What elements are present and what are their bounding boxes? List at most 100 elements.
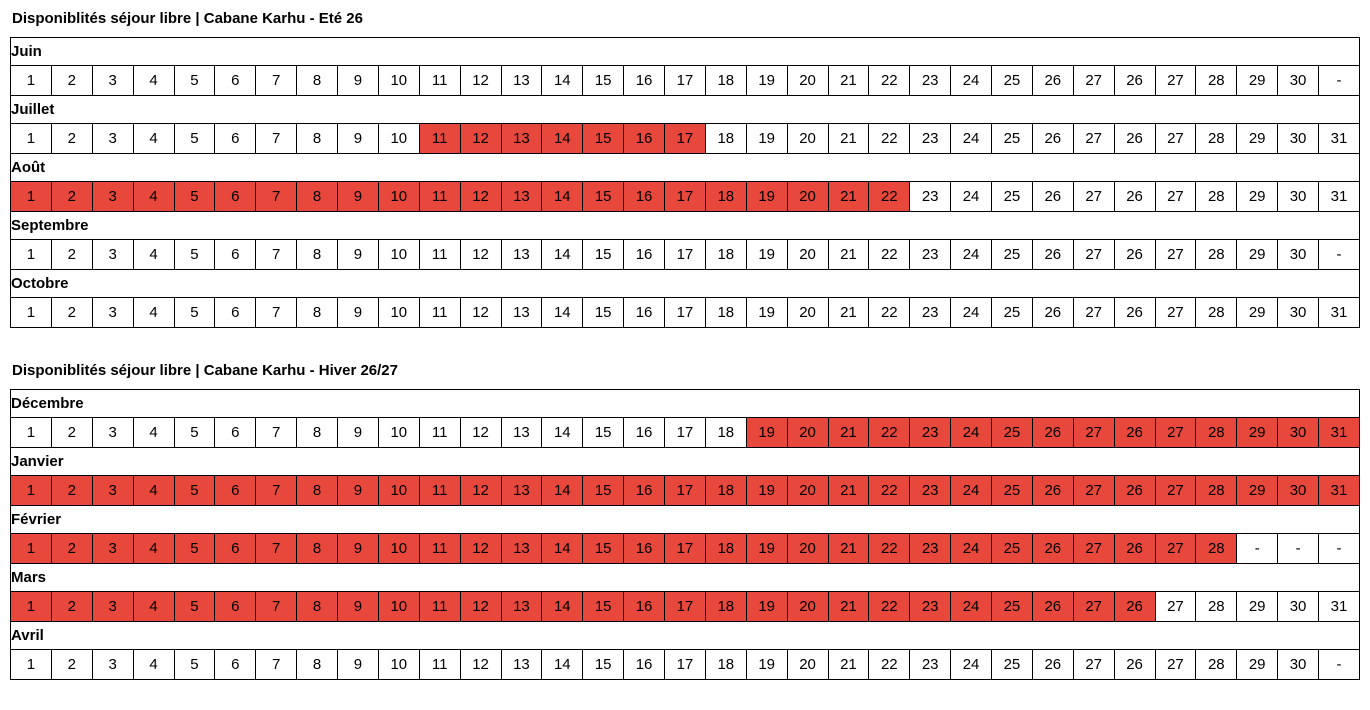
day-cell: 26 — [1113, 239, 1156, 270]
day-cell-booked: 27 — [1072, 533, 1115, 564]
day-cell: 5 — [173, 239, 216, 270]
day-cell: 29 — [1236, 591, 1279, 622]
day-cell: 28 — [1195, 649, 1238, 680]
day-cell: 31 — [1318, 591, 1360, 622]
month-label-row: Septembre — [10, 211, 1360, 240]
day-cell: 22 — [868, 649, 911, 680]
day-cell: 26 — [1031, 123, 1074, 154]
month-label: Septembre — [10, 211, 1360, 240]
day-cell: 6 — [214, 239, 257, 270]
day-cell-booked: 11 — [418, 533, 461, 564]
availability-section-winter: Disponiblités séjour libre | Cabane Karh… — [10, 361, 1360, 680]
day-cell-booked: 16 — [623, 123, 665, 154]
day-cell-booked: 24 — [950, 475, 992, 506]
day-cell-booked: 12 — [459, 475, 502, 506]
day-cell: 18 — [704, 65, 747, 96]
day-cell-booked: 24 — [950, 533, 992, 564]
day-cell-booked: 29 — [1236, 417, 1279, 448]
day-cell-booked: 30 — [1277, 475, 1319, 506]
month-days-row: 1 2 3 4 5 6 7 8 9 10 11 12 13 14 15 16 17 18 19 20 21 22 23 24 2… — [10, 475, 1360, 506]
day-cell-booked: 22 — [868, 181, 911, 212]
day-cell: 20 — [786, 297, 829, 328]
month-label-row: Février — [10, 505, 1360, 534]
day-cell-booked: 26 — [1113, 475, 1156, 506]
day-cell: 23 — [909, 123, 952, 154]
day-cell: 3 — [91, 123, 134, 154]
day-cell-booked: 13 — [500, 181, 543, 212]
day-cell: 9 — [337, 123, 379, 154]
day-cell-booked: 1 — [10, 181, 52, 212]
day-cell-booked: 20 — [786, 181, 829, 212]
day-cell: 27 — [1154, 123, 1197, 154]
day-cell: 26 — [1031, 65, 1074, 96]
table-title-summer: Disponiblités séjour libre | Cabane Karh… — [12, 10, 363, 27]
day-cell: 24 — [950, 649, 992, 680]
day-cell: 23 — [909, 649, 952, 680]
day-cell-booked: 15 — [582, 533, 625, 564]
day-cell: 29 — [1236, 181, 1279, 212]
day-cell-booked: 21 — [827, 591, 870, 622]
day-cell: 6 — [214, 417, 257, 448]
day-cell-booked: 2 — [50, 475, 93, 506]
day-cell: 4 — [132, 239, 175, 270]
day-cell: 1 — [10, 123, 52, 154]
day-cell: 27 — [1154, 297, 1197, 328]
day-cell: 10 — [377, 649, 420, 680]
day-cell-booked: 7 — [255, 533, 298, 564]
day-cell: 15 — [582, 65, 625, 96]
day-cell: - — [1318, 239, 1360, 270]
day-cell: 12 — [459, 297, 502, 328]
day-cell-booked: 28 — [1195, 475, 1238, 506]
day-cell: 14 — [541, 297, 584, 328]
day-cell: 17 — [664, 297, 706, 328]
day-cell-booked: 13 — [500, 123, 543, 154]
day-cell: 2 — [50, 65, 93, 96]
day-cell: 21 — [827, 65, 870, 96]
day-cell-booked: 12 — [459, 181, 502, 212]
day-cell-booked: 17 — [664, 533, 706, 564]
day-cell: 14 — [541, 417, 584, 448]
day-cell: 27 — [1154, 591, 1197, 622]
month-label: Janvier — [10, 447, 1360, 476]
day-cell: 27 — [1154, 65, 1197, 96]
month-label-row: Décembre — [10, 389, 1360, 418]
day-cell-booked: 14 — [541, 475, 584, 506]
day-cell: 17 — [664, 417, 706, 448]
day-cell-booked: 25 — [991, 417, 1033, 448]
day-cell: 17 — [664, 239, 706, 270]
day-cell-booked: 19 — [745, 533, 788, 564]
day-cell-booked: 20 — [786, 533, 829, 564]
day-cell-booked: 1 — [10, 475, 52, 506]
day-cell-booked: 2 — [50, 591, 93, 622]
day-cell-booked: 28 — [1195, 417, 1238, 448]
day-cell-booked: 21 — [827, 533, 870, 564]
day-cell-booked: 17 — [664, 123, 706, 154]
day-cell: 21 — [827, 239, 870, 270]
month-label: Octobre — [10, 269, 1360, 298]
day-cell: 28 — [1195, 181, 1238, 212]
day-cell: 3 — [91, 239, 134, 270]
day-cell: 29 — [1236, 297, 1279, 328]
day-cell: 19 — [745, 297, 788, 328]
day-cell: 28 — [1195, 65, 1238, 96]
day-cell: 21 — [827, 123, 870, 154]
day-cell-booked: 23 — [909, 417, 952, 448]
month-label-row: Avril — [10, 621, 1360, 650]
day-cell: 11 — [418, 239, 461, 270]
day-cell-booked: 6 — [214, 591, 257, 622]
day-cell-booked: 14 — [541, 533, 584, 564]
month-label-row: Janvier — [10, 447, 1360, 476]
day-cell: 4 — [132, 417, 175, 448]
day-cell-booked: 9 — [337, 533, 379, 564]
day-cell: 15 — [582, 417, 625, 448]
day-cell: 3 — [91, 649, 134, 680]
day-cell: 11 — [418, 649, 461, 680]
day-cell: 16 — [623, 649, 665, 680]
day-cell: 2 — [50, 297, 93, 328]
day-cell: 24 — [950, 65, 992, 96]
day-cell: 31 — [1318, 123, 1360, 154]
day-cell: 4 — [132, 123, 175, 154]
day-cell: 7 — [255, 297, 298, 328]
day-cell: 9 — [337, 65, 379, 96]
day-cell-booked: 12 — [459, 533, 502, 564]
